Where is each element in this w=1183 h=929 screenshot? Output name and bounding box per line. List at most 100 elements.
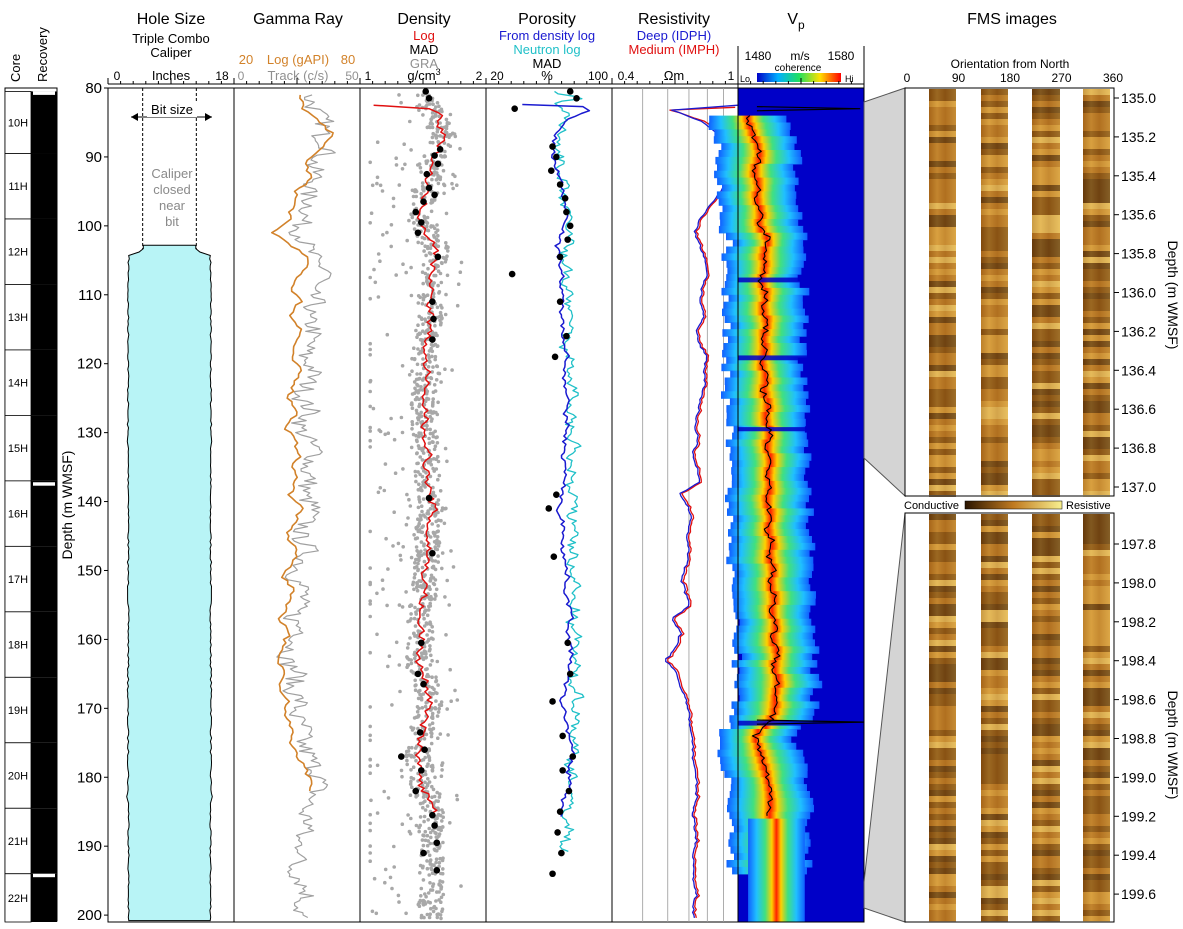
gra-point [433, 775, 437, 780]
gra-point [431, 581, 436, 586]
fms-depth-tick-label: 135.0 [1121, 90, 1156, 106]
gra-point [406, 749, 411, 753]
gra-point [429, 462, 434, 467]
fms-texture-band [981, 449, 1008, 455]
hole-size-min: 0 [114, 69, 121, 83]
gra-point [435, 835, 440, 839]
fms-orientation-tick-label: 270 [1051, 71, 1071, 85]
fms-texture-band [1083, 389, 1110, 395]
gra-point [421, 773, 425, 777]
gra-point [434, 675, 438, 679]
fms-texture-band [981, 329, 1008, 335]
fms-texture-band [1032, 904, 1060, 910]
gra-point [436, 518, 441, 522]
gra-point [410, 215, 415, 220]
gra-point [411, 580, 416, 585]
fms-texture-band [1083, 904, 1110, 910]
gra-point [421, 357, 425, 361]
gra-point [426, 891, 431, 895]
gamma-ray-layer [271, 94, 336, 919]
gra-point [435, 890, 439, 894]
density-header: Density Log MAD GRA 1 g/cm3 2 [365, 11, 483, 83]
fms-texture-band [929, 443, 956, 449]
fms-texture-band [1032, 245, 1060, 251]
gra-point [429, 636, 434, 640]
fms-texture-band [981, 269, 1008, 275]
gra-point [419, 697, 424, 702]
fms-texture-band [981, 149, 1008, 155]
core-section-box [4, 480, 32, 547]
density-mad-point [425, 494, 433, 502]
fms-texture-band [981, 341, 1008, 347]
gra-point [440, 306, 444, 310]
fms-texture-band [1032, 101, 1060, 107]
vp-heatmap-row [722, 205, 799, 213]
fms-texture-band [981, 832, 1008, 838]
bit-size-label-bg [147, 101, 197, 117]
fms-texture-band [929, 538, 956, 544]
vp-heatmap-row [727, 508, 814, 516]
gra-point [426, 762, 430, 766]
fms-texture-band [981, 191, 1008, 197]
gra-point [428, 620, 432, 624]
vp-bed-boundary [738, 277, 864, 283]
fms-texture-band [1032, 149, 1060, 155]
gra-point [433, 357, 438, 362]
gra-point [437, 104, 441, 109]
fms-texture-band [981, 652, 1008, 658]
gra-point [423, 808, 428, 812]
gra-point [444, 241, 448, 245]
gra-point [422, 154, 427, 158]
gra-point [417, 495, 421, 499]
fms-depth-tick-label: 137.0 [1121, 479, 1156, 495]
gra-point [438, 489, 443, 493]
gra-point [415, 585, 419, 589]
fms-texture-band [981, 467, 1008, 473]
fms-texture-band [981, 778, 1008, 784]
gra-point [404, 522, 409, 527]
gra-point [431, 102, 435, 107]
fms-texture-band [981, 670, 1008, 676]
gra-point [432, 226, 437, 231]
fms-texture-band [1083, 700, 1110, 706]
gra-point [405, 665, 409, 669]
gra-point [391, 544, 395, 548]
fms-texture-band [981, 101, 1008, 107]
fms-texture-band [929, 131, 956, 137]
fms-texture-band [981, 712, 1008, 718]
gra-point [422, 249, 426, 253]
fms-texture-band [929, 886, 956, 892]
fms-texture-band [981, 916, 1008, 922]
gra-point [397, 900, 401, 904]
gra-point [436, 510, 440, 515]
fms-texture-band [929, 377, 956, 383]
gra-point [418, 871, 422, 875]
fms-texture-band [929, 676, 956, 682]
hole-size-annotations: Bit size Caliper closed near bit [131, 101, 212, 229]
gra-point [425, 125, 430, 130]
gra-point [425, 228, 430, 232]
gra-point [451, 565, 456, 569]
fms-texture-band [1032, 646, 1060, 652]
gra-point [415, 549, 419, 553]
gra-point [423, 515, 427, 519]
fms-texture-band [1032, 491, 1060, 497]
gra-point [424, 275, 429, 280]
gra-point [368, 724, 373, 729]
fms-texture-band [981, 227, 1008, 233]
gra-point [428, 644, 432, 648]
gra-point [417, 103, 422, 107]
fms-texture-band [981, 676, 1008, 682]
gra-point [434, 678, 439, 683]
gra-point [415, 411, 419, 415]
gra-point [423, 271, 428, 276]
gra-point [368, 821, 373, 826]
vp-heatmap-row [726, 246, 804, 254]
gra-point [368, 859, 373, 863]
gra-point [428, 246, 433, 251]
fms-texture-band [981, 461, 1008, 467]
core-section-label: 13H [8, 312, 28, 324]
gra-point [437, 795, 442, 799]
gra-point [445, 273, 450, 278]
fms-texture-band [1083, 431, 1110, 437]
